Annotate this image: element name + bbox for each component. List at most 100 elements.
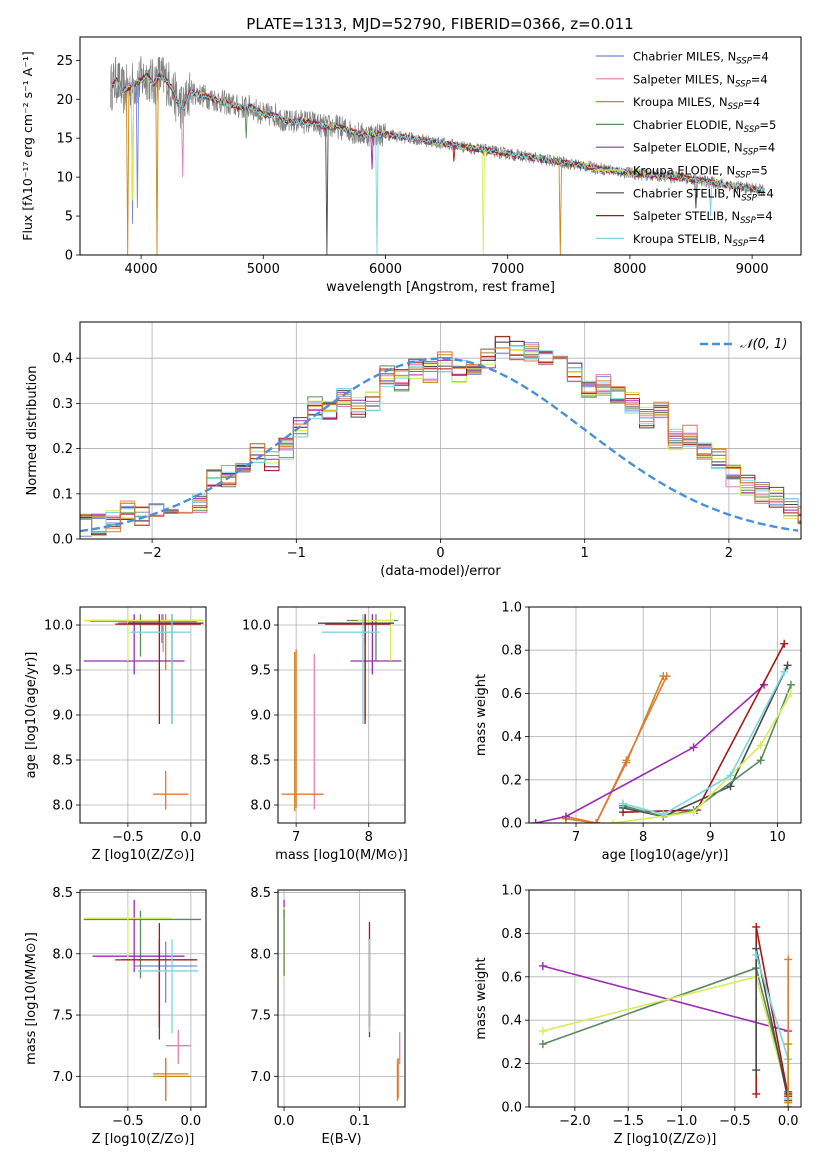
x-axis-label: E(B-V) bbox=[321, 1132, 361, 1147]
data-point-marker bbox=[622, 756, 631, 765]
data-point-marker bbox=[592, 819, 601, 823]
axes-frame bbox=[528, 889, 802, 1108]
x-tick-label: 8000 bbox=[613, 262, 646, 277]
y-tick-label: 7.5 bbox=[52, 1009, 73, 1024]
y-tick-label: 7.0 bbox=[250, 1070, 271, 1085]
y-tick-label: 8.5 bbox=[52, 886, 73, 901]
mass-weight-line bbox=[565, 675, 668, 823]
x-tick-label: −1.5 bbox=[612, 1114, 644, 1129]
data-point-marker bbox=[662, 672, 671, 681]
data-point-marker bbox=[786, 689, 795, 698]
data-point-marker bbox=[756, 756, 765, 765]
y-tick-label: 25 bbox=[56, 54, 73, 69]
y-axis-label: age [log10(age/yr)] bbox=[24, 652, 39, 779]
y-tick-label: 20 bbox=[56, 93, 73, 108]
y-tick-label: 1.0 bbox=[501, 601, 522, 616]
y-tick-label: 0.8 bbox=[501, 927, 522, 942]
x-tick-label: −1 bbox=[287, 546, 306, 561]
y-tick-label: 0.3 bbox=[52, 397, 73, 412]
age-vs-mass-panel: 7 8 8.0 8.5 9.0 9.5 10.0 mass [log10(M/M⊙)] bbox=[242, 606, 408, 863]
y-tick-label: 10 bbox=[56, 171, 73, 186]
data-point-marker bbox=[752, 1066, 761, 1075]
y-tick-label: 0.4 bbox=[501, 730, 522, 745]
y-tick-label: 0.4 bbox=[501, 1014, 522, 1029]
x-axis-label: wavelength [Angstrom, rest frame] bbox=[326, 280, 555, 295]
x-tick-label: 0.0 bbox=[181, 1114, 202, 1129]
x-axis-label: Z [log10(Z/Z⊙)] bbox=[92, 848, 195, 863]
x-tick-label: 10 bbox=[769, 830, 786, 845]
normal-curve bbox=[80, 357, 799, 533]
data-point-marker bbox=[689, 743, 698, 752]
y-tick-label: 9.5 bbox=[250, 664, 271, 679]
plot-area bbox=[538, 922, 793, 1107]
legend-label: Kroupa ELODIE, NSSP=5 bbox=[633, 164, 768, 181]
y-tick-label: 8.0 bbox=[250, 799, 271, 814]
plot-area bbox=[281, 611, 402, 812]
y-tick-label: 0 bbox=[65, 249, 73, 264]
model-spectrum-line bbox=[110, 74, 765, 255]
x-tick-label: 2 bbox=[725, 546, 733, 561]
legend-label: Salpeter STELIB, NSSP=4 bbox=[633, 209, 773, 226]
axes-frame bbox=[79, 36, 802, 256]
mass-weight-line bbox=[542, 975, 789, 1097]
mass-weight-line bbox=[622, 664, 789, 818]
x-tick-label: −0.5 bbox=[719, 1114, 751, 1129]
x-axis-label: Z [log10(Z/Z⊙)] bbox=[92, 1132, 195, 1147]
x-tick-label: 9000 bbox=[736, 262, 769, 277]
plot-area bbox=[283, 899, 401, 1101]
histogram-series bbox=[80, 335, 801, 526]
legend-label: Chabrier MILES, NSSP=4 bbox=[633, 50, 769, 67]
data-point-marker bbox=[756, 741, 765, 750]
mass-weight-vs-age-panel: 7 8 9 10 0.0 0.2 0.4 0.6 0.8 1.0 age [log10(age/yr… bbox=[474, 601, 802, 863]
x-tick-label: −0.5 bbox=[112, 1114, 144, 1129]
y-tick-label: 8.5 bbox=[250, 754, 271, 769]
y-tick-label: 8.5 bbox=[52, 754, 73, 769]
x-tick-label: 0.0 bbox=[181, 830, 202, 845]
x-tick-label: 9 bbox=[706, 830, 714, 845]
mass-vs-metallicity-panel: −0.5 0.0 7.0 7.5 8.0 8.5 Z [log10(Z/Z⊙)] mass [… bbox=[24, 886, 207, 1147]
plot-area bbox=[531, 639, 795, 823]
y-tick-label: 0.6 bbox=[501, 687, 522, 702]
residual-histogram-panel: −2 −1 0 1 2 0.0 0.1 0.2 0.3 0.4 (data-model)/error… bbox=[25, 321, 802, 579]
x-tick-label: 0.1 bbox=[349, 1114, 370, 1129]
axes-frame bbox=[277, 606, 406, 824]
mass-weight-line bbox=[622, 671, 785, 816]
axes-frame bbox=[528, 606, 802, 824]
y-axis-label: Normed distribution bbox=[25, 366, 40, 496]
data-point-marker bbox=[784, 955, 793, 964]
mass-weight-line bbox=[535, 684, 765, 823]
mass-weight-line bbox=[622, 643, 785, 813]
axes-frame bbox=[79, 889, 207, 1108]
plot-area bbox=[83, 899, 201, 1101]
x-tick-label: 6000 bbox=[369, 262, 402, 277]
legend-label: Chabrier STELIB, NSSP=4 bbox=[633, 186, 774, 203]
data-point-marker bbox=[561, 812, 570, 821]
x-tick-label: 7 bbox=[292, 830, 300, 845]
y-axis-label: mass weight bbox=[474, 957, 489, 1039]
data-point-marker bbox=[538, 1040, 547, 1049]
data-point-marker bbox=[538, 1027, 547, 1036]
x-tick-label: 0 bbox=[436, 546, 444, 561]
legend-label: Chabrier ELODIE, NSSP=5 bbox=[633, 118, 776, 135]
x-tick-label: 0.0 bbox=[274, 1114, 295, 1129]
x-tick-label: 8 bbox=[365, 830, 373, 845]
mass-weight-line bbox=[755, 926, 789, 1097]
figure-title: PLATE=1313, MJD=52790, FIBERID=0366, z=0… bbox=[246, 15, 633, 33]
plot-area bbox=[110, 55, 765, 255]
legend-label: 𝒩(0, 1) bbox=[740, 337, 787, 352]
y-tick-label: 10.0 bbox=[242, 619, 271, 634]
legend-label: Kroupa STELIB, NSSP=4 bbox=[633, 232, 765, 249]
data-point-marker bbox=[726, 771, 735, 780]
y-tick-label: 0.2 bbox=[501, 773, 522, 788]
x-axis-label: Z [log10(Z/Z⊙)] bbox=[614, 1132, 717, 1147]
x-tick-label: 0.0 bbox=[778, 1114, 799, 1129]
y-axis-label: mass weight bbox=[474, 674, 489, 756]
y-tick-label: 7.5 bbox=[250, 1009, 271, 1024]
mass-weight-line bbox=[612, 692, 792, 823]
histogram-series bbox=[80, 341, 801, 533]
y-tick-label: 0.4 bbox=[52, 352, 73, 367]
mass-weight-line bbox=[542, 967, 789, 1095]
plot-area bbox=[80, 335, 801, 537]
data-point-marker bbox=[786, 680, 795, 689]
x-tick-label: −2 bbox=[143, 546, 162, 561]
